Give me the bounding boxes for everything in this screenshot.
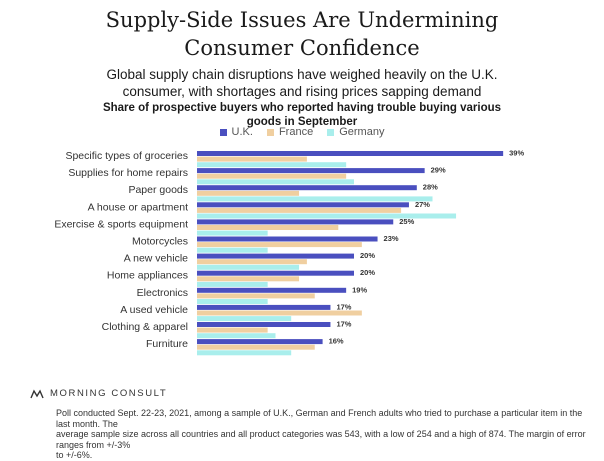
bar-u-k-exercise-and-sports-equipment xyxy=(197,219,394,225)
footnote-line-3: to +/-6%. xyxy=(56,450,93,460)
legend-label-uk: U.K. xyxy=(231,126,253,138)
value-label-a-house-or-apartment: 27% xyxy=(415,200,430,209)
chart-legend: U.K. France Germany xyxy=(0,126,604,138)
value-label-paper-goods: 28% xyxy=(423,183,438,192)
bar-u-k-supplies-for-home-repairs xyxy=(197,168,425,174)
value-label-specific-types-of-groceries: 39% xyxy=(509,149,524,158)
legend-item-germany: Germany xyxy=(327,126,384,138)
bar-u-k-clothing-and-apparel xyxy=(197,322,331,327)
legend-label-germany: Germany xyxy=(339,126,385,138)
category-label-a-new-vehicle: A new vehicle xyxy=(124,253,188,265)
value-label-supplies-for-home-repairs: 29% xyxy=(431,166,446,175)
page-subtitle: Global supply chain disruptions have wei… xyxy=(60,66,544,100)
value-label-motorcycles: 23% xyxy=(384,234,399,243)
bar-u-k-motorcycles xyxy=(197,236,378,242)
bar-u-k-electronics xyxy=(197,287,347,293)
category-label-motorcycles: Motorcycles xyxy=(132,236,188,248)
footnote: Poll conducted Sept. 22-23, 2021, among … xyxy=(56,408,588,461)
value-label-clothing-and-apparel: 17% xyxy=(336,320,351,329)
bar-germany-supplies-for-home-repairs xyxy=(197,179,354,185)
bar-germany-a-new-vehicle xyxy=(197,264,300,270)
legend-item-uk: U.K. xyxy=(219,126,253,138)
bar-germany-electronics xyxy=(197,299,268,304)
bar-germany-exercise-and-sports-equipment xyxy=(197,230,268,236)
bar-u-k-furniture xyxy=(197,339,323,345)
legend-swatch-france xyxy=(266,128,274,136)
bar-germany-furniture xyxy=(197,350,292,356)
brand-name: MORNING CONSULT xyxy=(50,388,168,399)
chart-title: Share of prospective buyers who reported… xyxy=(100,101,504,129)
bar-france-a-new-vehicle xyxy=(197,259,307,265)
page-title: Supply-Side Issues Are Undermining Consu… xyxy=(0,6,604,62)
bar-u-k-specific-types-of-groceries xyxy=(197,151,504,156)
value-label-furniture: 16% xyxy=(329,337,344,346)
category-label-furniture: Furniture xyxy=(146,338,188,350)
chart-title-line-2: goods in September xyxy=(246,116,358,128)
legend-label-france: France xyxy=(278,126,314,138)
legend-swatch-germany xyxy=(327,128,335,136)
bar-france-specific-types-of-groceries xyxy=(197,156,307,162)
category-label-a-house-or-apartment: A house or apartment xyxy=(88,201,188,213)
bar-germany-clothing-and-apparel xyxy=(197,333,276,339)
bar-france-paper-goods xyxy=(197,190,300,196)
bar-u-k-paper-goods xyxy=(197,185,417,191)
bar-chart: Specific types of groceries 39% Supplies f… xyxy=(54,149,524,356)
bar-france-exercise-and-sports-equipment xyxy=(197,225,339,230)
value-label-home-appliances: 20% xyxy=(360,268,375,277)
bar-u-k-a-used-vehicle xyxy=(197,304,331,310)
bar-germany-home-appliances xyxy=(197,281,268,287)
legend-item-france: France xyxy=(266,126,314,138)
category-label-a-used-vehicle: A used vehicle xyxy=(120,304,188,316)
category-label-electronics: Electronics xyxy=(137,287,188,299)
bar-germany-a-used-vehicle xyxy=(197,316,292,322)
page-subtitle-line-1: Global supply chain disruptions have wei… xyxy=(106,67,498,82)
category-label-paper-goods: Paper goods xyxy=(128,184,188,196)
category-label-supplies-for-home-repairs: Supplies for home repairs xyxy=(68,167,188,179)
value-label-a-used-vehicle: 17% xyxy=(336,302,351,311)
page-subtitle-line-2: consumer, with shortages and rising pric… xyxy=(122,84,482,99)
bar-france-supplies-for-home-repairs xyxy=(197,173,347,179)
bar-france-a-used-vehicle xyxy=(197,310,362,316)
bar-france-motorcycles xyxy=(197,242,362,248)
bar-france-clothing-and-apparel xyxy=(197,327,268,333)
bar-germany-motorcycles xyxy=(197,247,268,253)
morning-consult-logo-icon xyxy=(30,388,44,398)
bar-france-home-appliances xyxy=(197,276,300,282)
chart-title-line-1: Share of prospective buyers who reported… xyxy=(102,102,502,114)
value-label-electronics: 19% xyxy=(352,285,367,294)
page-title-line-1: Supply-Side Issues Are Undermining xyxy=(105,8,499,32)
brand-logo: MORNING CONSULT xyxy=(30,388,167,399)
bar-france-electronics xyxy=(197,293,315,299)
category-label-clothing-and-apparel: Clothing & apparel xyxy=(102,321,188,333)
category-label-home-appliances: Home appliances xyxy=(107,270,188,282)
bar-france-furniture xyxy=(197,344,315,350)
footnote-line-2: average sample size across all countries… xyxy=(56,429,586,450)
value-label-exercise-and-sports-equipment: 25% xyxy=(399,217,414,226)
bar-u-k-home-appliances xyxy=(197,270,354,276)
bar-germany-specific-types-of-groceries xyxy=(197,162,347,168)
category-label-specific-types-of-groceries: Specific types of groceries xyxy=(65,150,188,162)
bar-germany-paper-goods xyxy=(197,196,433,202)
category-label-exercise-and-sports-equipment: Exercise & sports equipment xyxy=(54,218,188,230)
bar-france-a-house-or-apartment xyxy=(197,207,402,213)
value-label-a-new-vehicle: 20% xyxy=(360,251,375,260)
footnote-line-1: Poll conducted Sept. 22-23, 2021, among … xyxy=(56,408,583,429)
bar-germany-a-house-or-apartment xyxy=(197,213,457,219)
page-title-line-2: Consumer Confidence xyxy=(184,36,420,60)
legend-swatch-uk xyxy=(219,128,227,136)
bar-u-k-a-new-vehicle xyxy=(197,253,354,259)
bar-u-k-a-house-or-apartment xyxy=(197,202,409,208)
